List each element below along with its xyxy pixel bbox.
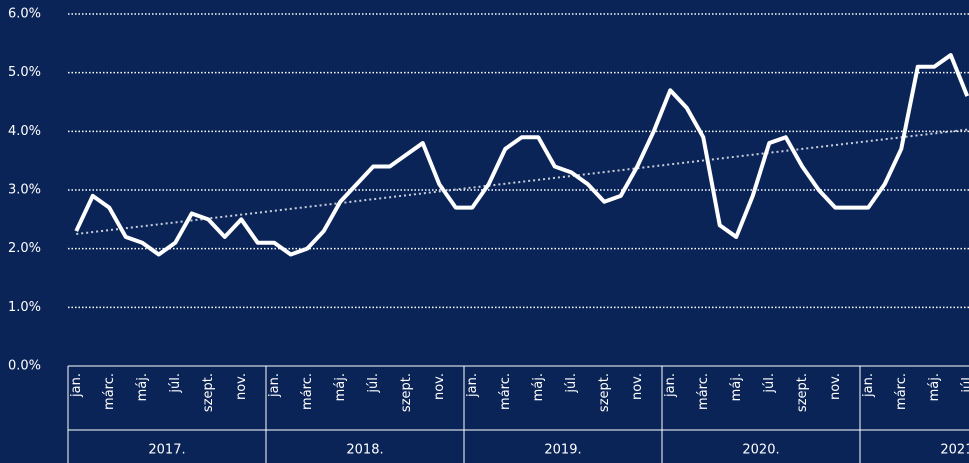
year-label: 2019. xyxy=(544,443,581,458)
data-line xyxy=(74,53,969,257)
x-tick-label: máj. xyxy=(333,373,348,401)
x-tick-label: szept. xyxy=(399,373,414,412)
x-tick-label: júl. xyxy=(168,373,183,394)
x-tick-label: jan. xyxy=(861,373,876,398)
x-tick-label: jan. xyxy=(69,373,84,398)
x-tick-label: máj. xyxy=(135,373,150,401)
x-tick-label: júl. xyxy=(762,373,777,394)
year-label: 2017. xyxy=(148,443,185,458)
x-tick-label: júl. xyxy=(960,373,969,394)
x-tick-label: jan. xyxy=(465,373,480,398)
x-tick-label: szept. xyxy=(201,373,216,412)
x-tick-label: nov. xyxy=(432,373,447,400)
x-tick-label: márc. xyxy=(498,373,513,410)
x-tick-label: nov. xyxy=(630,373,645,400)
y-tick-label: 4.0% xyxy=(8,124,41,139)
x-tick-label: nov. xyxy=(234,373,249,400)
x-tick-label: szept. xyxy=(597,373,612,412)
x-tick-label: márc. xyxy=(894,373,909,410)
x-tick-label: máj. xyxy=(927,373,942,401)
y-tick-label: 2.0% xyxy=(8,241,41,256)
x-tick-label: márc. xyxy=(696,373,711,410)
x-tick-label: márc. xyxy=(300,373,315,410)
year-label: 2020. xyxy=(742,443,779,458)
y-tick-label: 1.0% xyxy=(8,300,41,315)
y-tick-label: 3.0% xyxy=(8,183,41,198)
x-tick-label: szept. xyxy=(795,373,810,412)
x-tick-label: júl. xyxy=(564,373,579,394)
x-tick-label: máj. xyxy=(531,373,546,401)
y-tick-label: 0.0% xyxy=(8,359,41,374)
x-tick-label: máj. xyxy=(729,373,744,401)
x-tick-label: márc. xyxy=(102,373,117,410)
x-tick-label: jan. xyxy=(663,373,678,398)
year-label: 2021. xyxy=(940,443,969,458)
y-tick-label: 5.0% xyxy=(8,65,41,80)
y-tick-label: 6.0% xyxy=(8,7,41,22)
year-label: 2018. xyxy=(346,443,383,458)
x-tick-label: júl. xyxy=(366,373,381,394)
x-tick-label: jan. xyxy=(267,373,282,398)
x-tick-label: nov. xyxy=(828,373,843,400)
